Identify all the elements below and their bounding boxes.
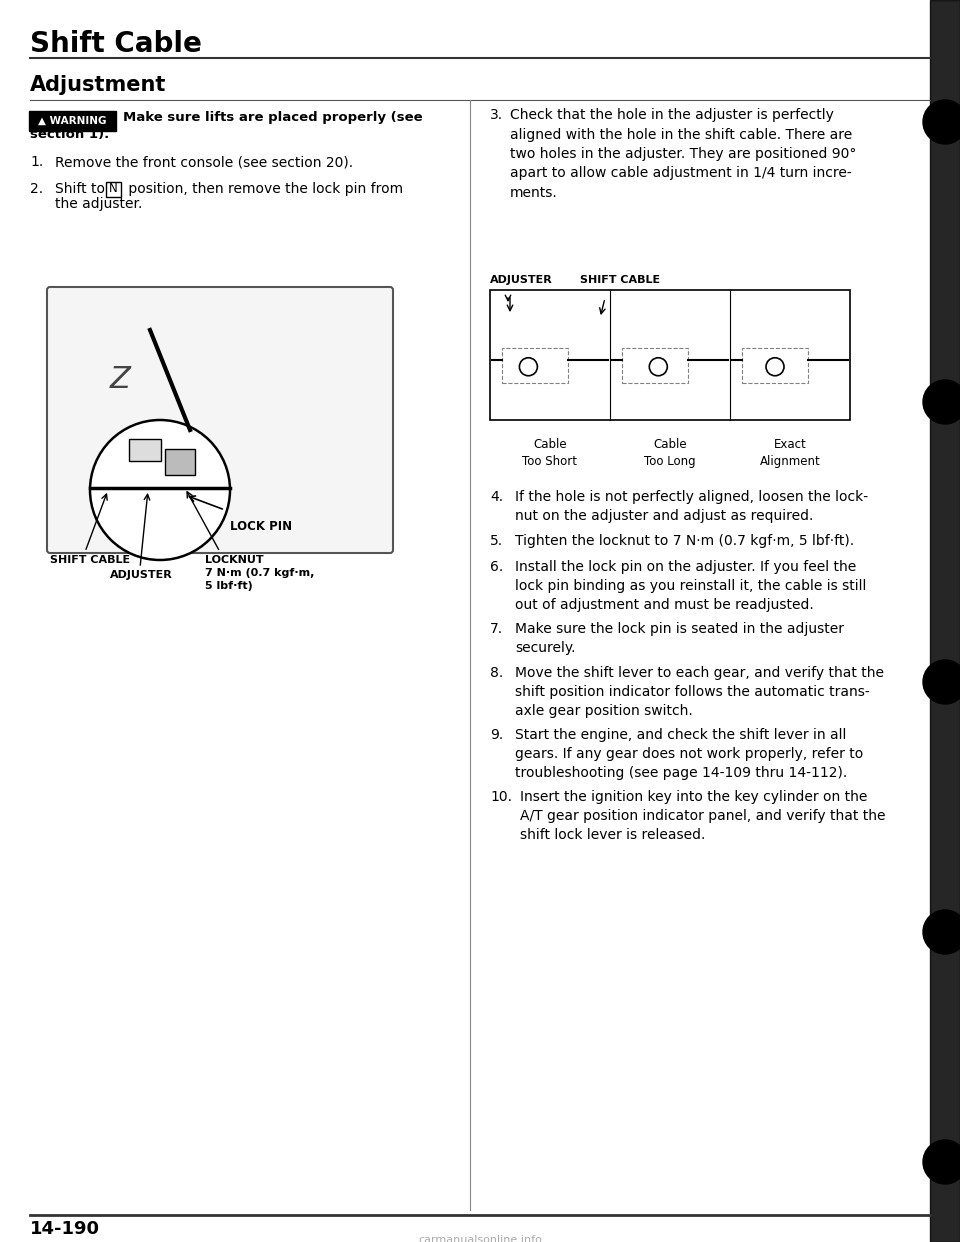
Text: Z: Z — [109, 365, 131, 395]
Text: Tighten the locknut to 7 N·m (0.7 kgf·m, 5 lbf·ft).: Tighten the locknut to 7 N·m (0.7 kgf·m,… — [515, 534, 854, 548]
Text: 1.: 1. — [30, 155, 43, 169]
Text: 14-190: 14-190 — [30, 1220, 100, 1238]
Text: Cable
Too Long: Cable Too Long — [644, 438, 696, 468]
Text: 5.: 5. — [490, 534, 503, 548]
Text: ADJUSTER: ADJUSTER — [490, 274, 553, 284]
Text: ADJUSTER: ADJUSTER — [110, 570, 173, 580]
Text: LOCK PIN: LOCK PIN — [230, 520, 292, 533]
Text: Shift Cable: Shift Cable — [30, 30, 202, 58]
Text: Remove the front console (see section 20).: Remove the front console (see section 20… — [55, 155, 353, 169]
Text: LOCKNUT
7 N·m (0.7 kgf·m,
5 lbf·ft): LOCKNUT 7 N·m (0.7 kgf·m, 5 lbf·ft) — [205, 555, 314, 591]
FancyBboxPatch shape — [129, 438, 161, 461]
Bar — [165, 450, 195, 474]
Text: 6.: 6. — [490, 560, 503, 574]
Text: Make sure lifts are placed properly (see: Make sure lifts are placed properly (see — [123, 111, 422, 124]
Circle shape — [923, 910, 960, 954]
Bar — [502, 348, 568, 383]
Text: 4.: 4. — [490, 491, 503, 504]
Bar — [490, 289, 850, 420]
Text: ▲ WARNING: ▲ WARNING — [37, 116, 107, 125]
Bar — [622, 348, 688, 383]
Text: 9.: 9. — [490, 728, 503, 741]
Text: carmanualsonline.info: carmanualsonline.info — [418, 1235, 542, 1242]
Text: If the hole is not perfectly aligned, loosen the lock-
nut on the adjuster and a: If the hole is not perfectly aligned, lo… — [515, 491, 868, 523]
Text: Make sure the lock pin is seated in the adjuster
securely.: Make sure the lock pin is seated in the … — [515, 622, 844, 655]
FancyBboxPatch shape — [47, 287, 393, 553]
Bar — [742, 348, 808, 383]
Text: N: N — [109, 183, 118, 195]
Text: SHIFT CABLE: SHIFT CABLE — [580, 274, 660, 284]
Text: Shift to: Shift to — [55, 183, 109, 196]
FancyBboxPatch shape — [107, 183, 121, 197]
Text: position, then remove the lock pin from: position, then remove the lock pin from — [124, 183, 403, 196]
Text: Adjustment: Adjustment — [30, 75, 166, 94]
Text: 7.: 7. — [490, 622, 503, 636]
Text: Cable
Too Short: Cable Too Short — [522, 438, 578, 468]
Circle shape — [923, 101, 960, 144]
Text: Move the shift lever to each gear, and verify that the
shift position indicator : Move the shift lever to each gear, and v… — [515, 666, 884, 718]
Text: 10.: 10. — [490, 790, 512, 804]
Text: SHIFT CABLE: SHIFT CABLE — [50, 555, 131, 565]
Text: the adjuster.: the adjuster. — [55, 197, 142, 211]
Circle shape — [766, 358, 784, 376]
Text: Install the lock pin on the adjuster. If you feel the
lock pin binding as you re: Install the lock pin on the adjuster. If… — [515, 560, 866, 612]
Text: section 1).: section 1). — [30, 128, 109, 142]
Circle shape — [649, 358, 667, 376]
Text: Start the engine, and check the shift lever in all
gears. If any gear does not w: Start the engine, and check the shift le… — [515, 728, 863, 780]
Text: Exact
Alignment: Exact Alignment — [759, 438, 821, 468]
Circle shape — [923, 660, 960, 704]
Text: 8.: 8. — [490, 666, 503, 681]
Text: Check that the hole in the adjuster is perfectly
aligned with the hole in the sh: Check that the hole in the adjuster is p… — [510, 108, 856, 200]
Text: Insert the ignition key into the key cylinder on the
A/T gear position indicator: Insert the ignition key into the key cyl… — [520, 790, 885, 842]
Circle shape — [923, 1140, 960, 1184]
Circle shape — [519, 358, 538, 376]
Text: 2.: 2. — [30, 183, 43, 196]
Circle shape — [90, 420, 230, 560]
FancyBboxPatch shape — [29, 111, 116, 130]
Circle shape — [923, 380, 960, 424]
Text: 3.: 3. — [490, 108, 503, 122]
